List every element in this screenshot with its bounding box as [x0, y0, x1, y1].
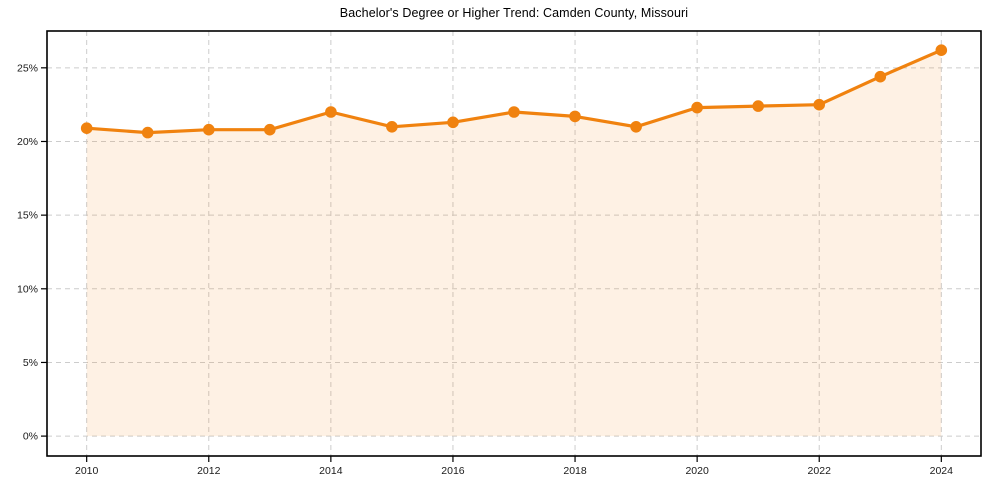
- data-point: [508, 106, 520, 118]
- data-point: [386, 121, 398, 133]
- y-tick-label: 5%: [23, 357, 38, 369]
- data-point: [813, 98, 825, 111]
- data-point: [325, 106, 337, 118]
- x-tick-label: 2020: [685, 465, 709, 477]
- data-point: [874, 70, 887, 83]
- data-point: [630, 121, 642, 133]
- data-point: [141, 126, 154, 139]
- data-point: [935, 44, 948, 56]
- x-tick-label: 2024: [930, 465, 954, 477]
- y-tick-label: 0%: [23, 431, 38, 443]
- data-point: [80, 122, 93, 134]
- data-point: [447, 116, 459, 129]
- data-point: [203, 123, 215, 136]
- chart-title: Bachelor's Degree or Higher Trend: Camde…: [339, 6, 689, 20]
- data-point: [752, 100, 764, 112]
- data-point: [264, 123, 276, 136]
- data-point: [569, 110, 581, 123]
- x-tick-label: 2016: [441, 465, 465, 477]
- x-tick-label: 2018: [563, 465, 587, 477]
- y-tick-label: 15%: [17, 210, 38, 222]
- x-tick-label: 2012: [197, 465, 221, 477]
- y-tick-label: 20%: [17, 136, 38, 148]
- x-tick-label: 2010: [75, 465, 99, 477]
- plot-frame: [46, 30, 982, 457]
- x-tick-label: 2022: [808, 465, 832, 477]
- x-tick-label: 2014: [319, 465, 343, 477]
- series-area: [86, 50, 942, 437]
- y-tick-label: 10%: [17, 283, 38, 295]
- y-tick-label: 25%: [17, 62, 38, 74]
- data-point: [691, 101, 703, 114]
